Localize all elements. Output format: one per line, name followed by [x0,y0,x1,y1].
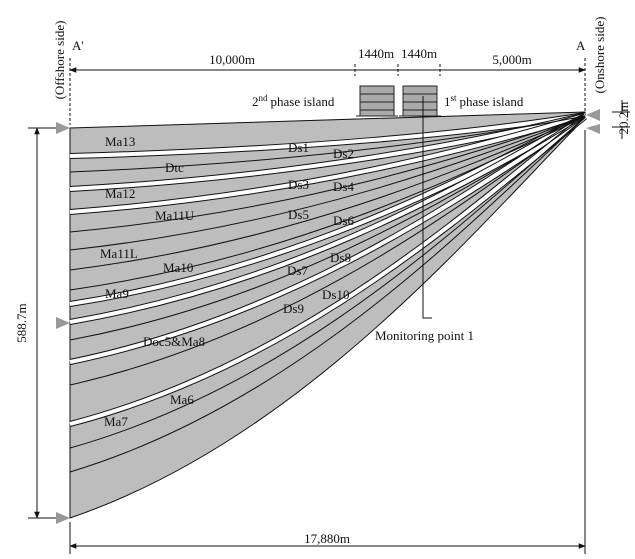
clay-layer-label: Ma11U [155,208,195,223]
side-label: (Offshore side) [52,21,67,100]
clay-layer-label: Dtc [165,160,184,175]
islands [356,86,441,116]
sand-layer-label: Ds7 [287,263,308,278]
clay-layer-label: Ma11L [100,246,138,261]
soil-body [70,112,585,518]
dimension-label: 20.2m [616,102,631,135]
dimension-label: 1440m [358,46,394,61]
monitoring-label: Monitoring point 1 [375,328,474,343]
sand-layer-label: Ds6 [333,213,354,228]
sand-layer-label: Ds1 [288,140,309,155]
section-end: A [576,38,586,53]
clay-layer-label: Ma13 [105,134,135,149]
dimension-label: 17,880m [304,531,350,546]
clay-layer-label: Ma7 [104,414,128,429]
island-1 [403,86,437,116]
side-label: (Onshore side) [592,17,607,94]
sand-layer-label: Ds3 [288,177,309,192]
sand-layer-label: Ds9 [283,301,304,316]
section-end: A' [72,38,84,53]
sand-layer-label: Ds10 [322,287,349,302]
dimension-label: 1440m [401,46,437,61]
dimension-label: 5,000m [492,52,531,67]
sand-layer-label: Ds2 [333,146,354,161]
cross-section: Ma13 Dtc Ma12 Ma11U Ma11L Ma10 Ma9 Doc5&Ma8 Ma7 M… [0,0,635,559]
dimension-label: 588.7m [14,303,29,342]
sand-layer-label: Ds4 [333,179,354,194]
dimension-label: 10,000m [209,52,255,67]
clay-layer-label: Ma10 [163,260,193,275]
clay-layer-label: Ma6 [170,392,194,407]
clay-layer-label: Doc5&Ma8 [143,334,205,349]
clay-layer-label: Ma9 [105,286,129,301]
sand-layer-label: Ds8 [330,250,351,265]
clay-layer-label: Ma12 [105,186,135,201]
island-2 [360,86,394,116]
soil-layers: Ma13 Dtc Ma12 Ma11U Ma11L Ma10 Ma9 Doc5&Ma8 Ma7 M… [70,112,585,518]
sand-layer-label: Ds5 [288,207,309,222]
